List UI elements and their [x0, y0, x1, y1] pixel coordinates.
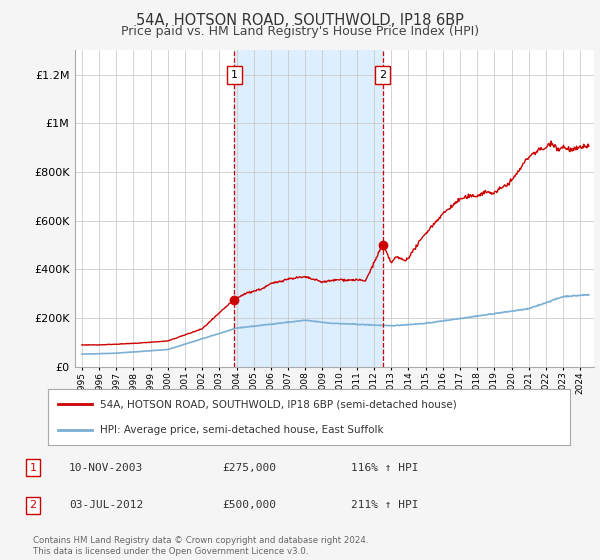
Text: £500,000: £500,000: [222, 500, 276, 510]
Text: Contains HM Land Registry data © Crown copyright and database right 2024.
This d: Contains HM Land Registry data © Crown c…: [33, 536, 368, 556]
Text: Price paid vs. HM Land Registry's House Price Index (HPI): Price paid vs. HM Land Registry's House …: [121, 25, 479, 38]
Text: 1: 1: [29, 463, 37, 473]
Text: 2: 2: [379, 70, 386, 80]
Text: 1: 1: [230, 70, 238, 80]
Text: 54A, HOTSON ROAD, SOUTHWOLD, IP18 6BP: 54A, HOTSON ROAD, SOUTHWOLD, IP18 6BP: [136, 13, 464, 29]
Text: 2: 2: [29, 500, 37, 510]
Text: 03-JUL-2012: 03-JUL-2012: [69, 500, 143, 510]
Bar: [234, 50, 383, 367]
Text: HPI: Average price, semi-detached house, East Suffolk: HPI: Average price, semi-detached house,…: [100, 425, 384, 435]
Text: 10-NOV-2003: 10-NOV-2003: [69, 463, 143, 473]
Text: 211% ↑ HPI: 211% ↑ HPI: [351, 500, 419, 510]
Text: £275,000: £275,000: [222, 463, 276, 473]
Text: 54A, HOTSON ROAD, SOUTHWOLD, IP18 6BP (semi-detached house): 54A, HOTSON ROAD, SOUTHWOLD, IP18 6BP (s…: [100, 399, 457, 409]
Text: 116% ↑ HPI: 116% ↑ HPI: [351, 463, 419, 473]
